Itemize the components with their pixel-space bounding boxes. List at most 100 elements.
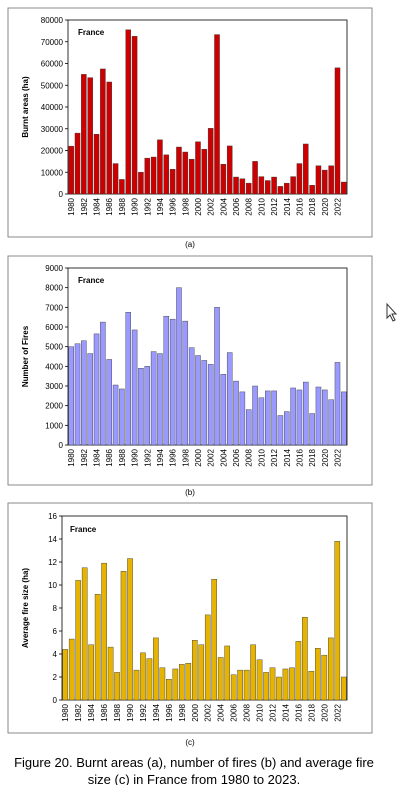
bar <box>62 649 69 701</box>
bar <box>195 141 201 195</box>
x-tick-label: 1986 <box>105 448 114 466</box>
x-tick-label: 2002 <box>207 448 216 466</box>
bar <box>81 567 88 701</box>
y-tick-label: 0 <box>53 696 58 705</box>
y-tick-label: 9000 <box>45 264 63 273</box>
bar <box>100 321 106 446</box>
x-tick-label: 2006 <box>230 703 239 721</box>
bar <box>308 671 315 701</box>
annotation: France <box>70 525 97 534</box>
x-tick-label: 2002 <box>207 197 216 215</box>
bar <box>131 329 138 446</box>
bar <box>163 154 170 195</box>
bar <box>256 659 263 701</box>
bar <box>188 347 195 446</box>
bar <box>94 594 101 701</box>
y-tick-label: 4 <box>53 650 58 659</box>
bar <box>120 571 127 701</box>
bar <box>81 340 87 446</box>
y-tick-label: 80000 <box>41 16 64 25</box>
bar <box>217 657 224 701</box>
y-tick-label: 12 <box>48 558 57 567</box>
x-tick-label: 2004 <box>219 197 228 215</box>
bar <box>74 343 81 446</box>
bar <box>169 318 176 446</box>
x-tick-label: 1984 <box>93 197 102 215</box>
x-tick-label: 2016 <box>294 703 303 721</box>
bar <box>214 34 220 195</box>
x-tick-label: 1996 <box>165 703 174 721</box>
bar <box>220 164 227 195</box>
bar <box>277 186 284 195</box>
y-tick-label: 60000 <box>41 60 64 69</box>
x-tick-label: 2014 <box>283 197 292 215</box>
y-tick-label: 16 <box>48 512 57 521</box>
caption: Figure 20. Burnt areas (a), number of fi… <box>14 755 374 785</box>
x-tick-label: 2020 <box>321 197 330 215</box>
bar <box>341 391 347 446</box>
y-axis-label: Burnt areas (ha) <box>21 76 30 138</box>
bar <box>87 77 93 195</box>
bar <box>284 182 290 195</box>
y-tick-label: 6000 <box>45 323 63 332</box>
x-tick-label: 1998 <box>181 448 190 466</box>
bar <box>93 133 100 195</box>
bar <box>250 644 256 701</box>
x-tick-label: 2002 <box>204 703 213 721</box>
x-tick-label: 1990 <box>131 197 140 215</box>
x-tick-label: 2020 <box>321 448 330 466</box>
bar <box>211 579 218 701</box>
x-tick-label: 2018 <box>307 703 316 721</box>
bar <box>166 679 172 701</box>
bar <box>182 320 189 446</box>
bar <box>303 381 309 446</box>
bar <box>224 645 230 701</box>
bar <box>315 386 322 446</box>
bar <box>201 148 208 195</box>
bar <box>140 652 146 701</box>
x-tick-label: 1992 <box>139 703 148 721</box>
annotation: France <box>78 28 105 37</box>
x-tick-label: 2006 <box>232 197 241 215</box>
y-axis-label: Number of Fires <box>21 325 30 387</box>
bar <box>185 663 192 701</box>
x-tick-label: 2018 <box>308 197 317 215</box>
bar <box>328 637 334 701</box>
bar <box>245 182 252 195</box>
bar <box>295 641 302 701</box>
bar <box>112 163 119 195</box>
x-tick-label: 1982 <box>74 703 83 721</box>
bar <box>207 128 214 195</box>
bar <box>201 360 208 446</box>
x-tick-label: 1994 <box>156 197 165 215</box>
bar <box>119 179 125 195</box>
x-tick-label: 1988 <box>113 703 122 721</box>
bar <box>258 176 265 195</box>
x-tick-label: 1992 <box>143 197 152 215</box>
bar <box>191 640 198 701</box>
bar <box>282 668 289 701</box>
bar <box>271 176 277 195</box>
bar <box>106 81 112 195</box>
bar <box>239 391 246 446</box>
x-tick-label: 1986 <box>105 197 114 215</box>
bar <box>159 667 166 701</box>
bar <box>214 307 220 446</box>
bar <box>226 145 233 195</box>
x-tick-label: 2006 <box>232 448 241 466</box>
bar <box>309 185 315 195</box>
bar <box>334 362 341 446</box>
x-tick-label: 2012 <box>270 448 279 466</box>
x-tick-label: 1984 <box>93 448 102 466</box>
panel-label: (c) <box>185 738 195 747</box>
bar <box>321 654 328 701</box>
bar <box>276 676 282 701</box>
y-tick-label: 10 <box>48 581 57 590</box>
x-tick-label: 2014 <box>281 703 290 721</box>
bar <box>114 672 120 701</box>
bar <box>138 172 144 195</box>
bar <box>341 181 347 195</box>
x-tick-label: 2022 <box>333 197 342 215</box>
bar <box>239 178 246 195</box>
